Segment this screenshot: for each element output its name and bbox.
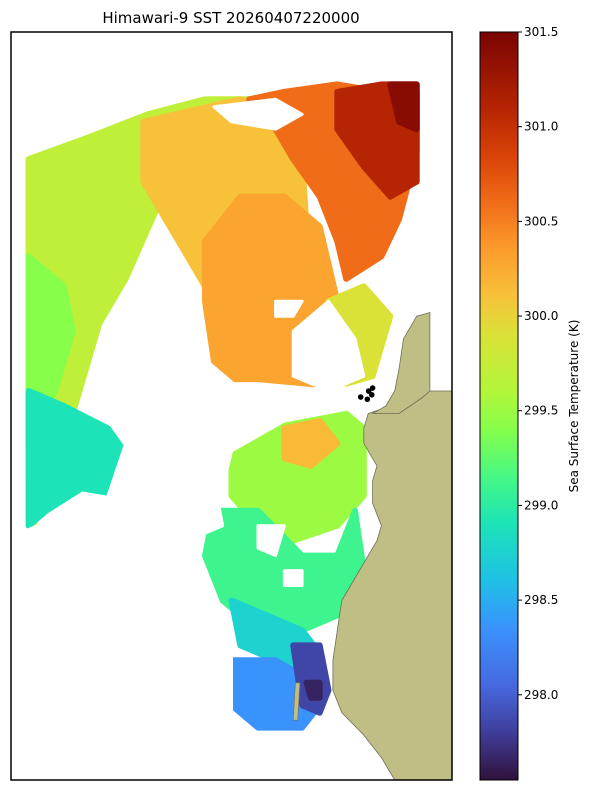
cloud-gap	[212, 97, 304, 131]
map-frame	[10, 31, 453, 781]
sst-region	[281, 418, 341, 469]
sst-region	[387, 81, 420, 133]
cloud-gap	[282, 569, 304, 587]
station-point	[364, 396, 371, 403]
cloud-gap	[159, 479, 225, 543]
cloud-gap	[18, 494, 233, 730]
colorbar-tick-label: 298.5	[524, 593, 558, 607]
colorbar: 298.0 298.5 299.0 299.5 300.0 300.5 301.0 301.5…	[479, 25, 581, 781]
station-point	[365, 388, 372, 394]
colorbar-tick-label: 301.0	[524, 120, 558, 134]
station-point	[357, 394, 364, 400]
coastline-inlet	[292, 682, 301, 721]
map-area	[11, 32, 452, 780]
cloud-gap	[256, 524, 286, 558]
coastline-land	[371, 311, 431, 414]
chart-title: Himawari-9 SST 20260407220000	[102, 9, 359, 27]
colorbar-tick-label: 300.0	[524, 309, 558, 323]
sst-region	[303, 679, 323, 701]
cloud-gap	[274, 299, 304, 318]
colorbar-tick-label: 299.0	[524, 498, 558, 512]
landmass	[292, 311, 452, 780]
colorbar-tick-label: 301.5	[524, 25, 558, 39]
colorbar-frame	[479, 31, 519, 781]
colorbar-tick-label: 298.0	[524, 688, 558, 702]
cloud-gap	[291, 299, 366, 393]
station-point	[368, 391, 375, 398]
colorbar-tick-label: 299.5	[524, 404, 558, 418]
colorbar-tick-label: 300.5	[524, 214, 558, 228]
station-points	[357, 385, 376, 403]
cloud-gap	[27, 82, 260, 146]
colorbar-ticks: 298.0 298.5 299.0 299.5 300.0 300.5 301.0 301.5	[518, 25, 558, 702]
cloud-gaps	[18, 82, 366, 730]
station-point	[369, 385, 376, 391]
colorbar-gradient	[480, 32, 518, 780]
colorbar-label: Sea Surface Temperature (K)	[567, 320, 581, 493]
cloud-gap	[141, 254, 172, 281]
